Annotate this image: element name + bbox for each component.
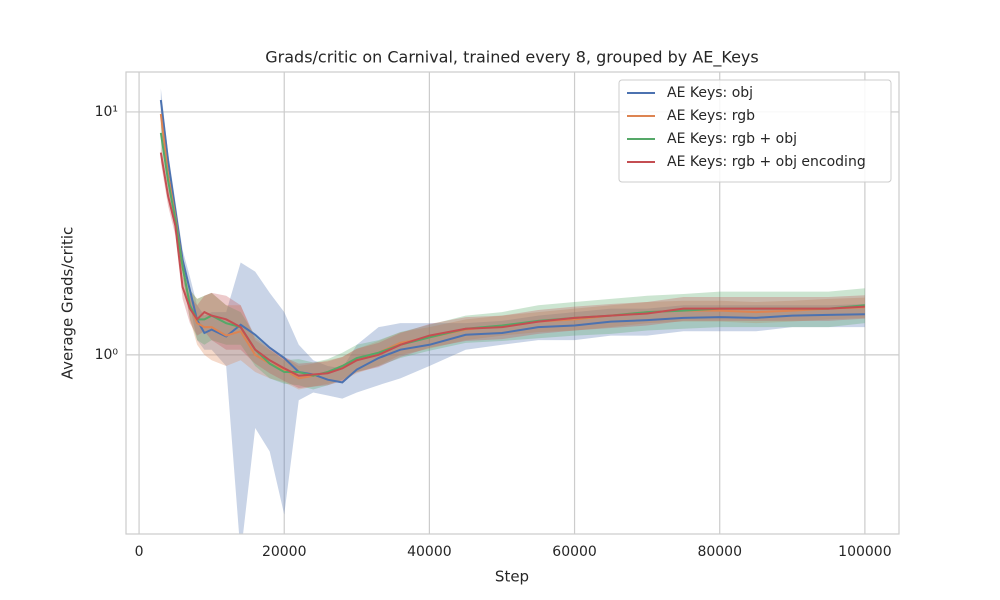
legend-label: AE Keys: rgb + obj	[667, 131, 797, 147]
y-tick-label: 10¹	[95, 104, 118, 120]
x-tick-label: 40000	[407, 544, 452, 560]
lines	[159, 99, 865, 384]
x-axis-label: Step	[495, 568, 529, 586]
x-tick-label: 80000	[697, 544, 742, 560]
y-tick-label: 10⁰	[95, 347, 119, 363]
x-tick-label: 100000	[838, 544, 891, 560]
x-tick-label: 0	[135, 544, 144, 560]
x-tick-label: 60000	[552, 544, 597, 560]
chart-title: Grads/critic on Carnival, trained every …	[265, 48, 758, 68]
plot-frame	[125, 71, 900, 535]
legend-label: AE Keys: rgb	[667, 108, 755, 124]
confidence-band	[160, 123, 865, 390]
y-axis-label: Average Grads/critic	[59, 227, 77, 380]
series-line	[159, 152, 865, 377]
x-tick-label: 20000	[262, 544, 307, 560]
legend-label: AE Keys: rgb + obj encoding	[667, 154, 866, 170]
legend-label: AE Keys: obj	[667, 85, 753, 101]
legend-box	[618, 79, 892, 183]
legend: AE Keys: obj AE Keys: rgb AE Keys: rgb + o…	[618, 79, 892, 183]
